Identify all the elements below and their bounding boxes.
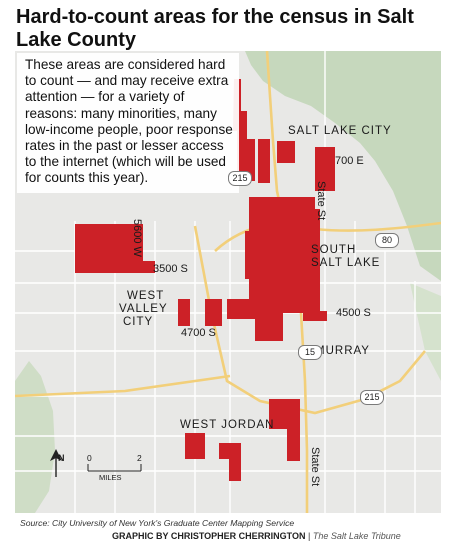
interstate-215-south-shield: 215 bbox=[360, 390, 384, 405]
wasatch-mountains bbox=[245, 51, 441, 281]
label-south-salt-lake-line1: SOUTH bbox=[311, 244, 357, 256]
hard-to-count-areas bbox=[75, 79, 335, 481]
map-title: Hard-to-count areas for the census in Sa… bbox=[16, 6, 414, 51]
interstate-80-shield: 80 bbox=[375, 233, 399, 248]
credit-outlet: The Salt Lake Tribune bbox=[312, 531, 401, 541]
credit-separator: | bbox=[308, 531, 311, 541]
label-west-valley-line2: VALLEY bbox=[119, 303, 168, 315]
scale-two: 2 bbox=[137, 453, 142, 463]
label-3500-s: 3500 S bbox=[153, 263, 188, 275]
label-west-jordan: WEST JORDAN bbox=[180, 419, 275, 431]
scale-bar: 0 2 MILES bbox=[85, 453, 145, 482]
north-arrow: N bbox=[49, 449, 65, 479]
label-4700-s: 4700 S bbox=[181, 327, 216, 339]
scale-zero: 0 bbox=[87, 453, 92, 463]
map-area[interactable]: These areas are considered hard to count… bbox=[15, 51, 441, 513]
scale-unit: MILES bbox=[99, 473, 122, 482]
label-west-valley-line3: CITY bbox=[123, 316, 154, 328]
foothills bbox=[410, 283, 441, 381]
label-700-e: 700 E bbox=[335, 155, 364, 167]
label-5600-w: 5600 W bbox=[131, 219, 143, 257]
label-west-valley-line1: WEST bbox=[127, 290, 165, 302]
interstate-15-shield: 15 bbox=[298, 345, 322, 360]
oquirrh-mountains bbox=[15, 361, 55, 513]
map-description: These areas are considered hard to count… bbox=[17, 53, 239, 193]
label-salt-lake-city: SALT LAKE CITY bbox=[288, 125, 392, 137]
north-label: N bbox=[58, 453, 65, 463]
label-state-st-south: State St bbox=[309, 447, 321, 487]
graphic-credit: GRAPHIC BY CHRISTOPHER CHERRINGTON | The… bbox=[112, 531, 401, 541]
label-murray: MURRAY bbox=[315, 345, 370, 357]
map-canvas bbox=[15, 51, 441, 513]
label-south-salt-lake-line2: SALT LAKE bbox=[311, 257, 381, 269]
interstate-215-north-shield: 215 bbox=[228, 171, 252, 186]
scale-bar-graphic bbox=[87, 464, 142, 472]
label-4500-s: 4500 S bbox=[336, 307, 371, 319]
credit-author: GRAPHIC BY CHRISTOPHER CHERRINGTON bbox=[112, 531, 306, 541]
north-arrow-icon bbox=[50, 449, 62, 477]
source-note: Source: City University of New York's Gr… bbox=[20, 518, 295, 528]
label-state-st-north: State St bbox=[315, 181, 327, 221]
